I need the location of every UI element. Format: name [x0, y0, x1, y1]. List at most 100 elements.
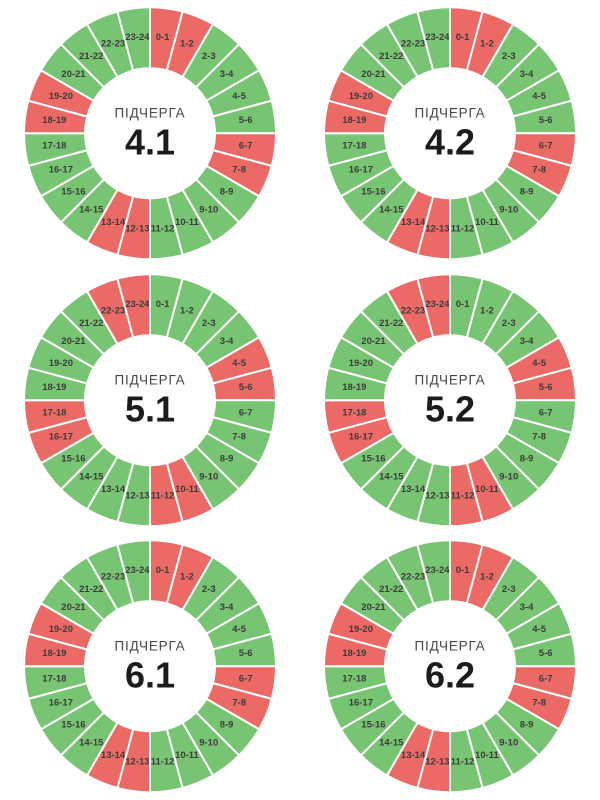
hour-label-11-12: 11-12 [451, 223, 475, 234]
donut-ring-5-1: 0-1 1-2 2-3 3-4 4-5 5-6 6-7 7-8 8-99-1010-1111-1… [23, 272, 277, 527]
hour-label-3-4: 3-4 [520, 336, 534, 347]
hour-label-12-13: 12-13 [425, 223, 449, 234]
hour-label-19-20: 19-20 [349, 91, 373, 102]
hour-label-22-23: 22-23 [401, 39, 425, 50]
hour-label-4-5: 4-5 [232, 624, 246, 635]
hour-label-5-6: 5-6 [239, 382, 253, 393]
hour-label-18-19: 18-19 [42, 649, 66, 660]
hour-label-16-17: 16-17 [49, 165, 73, 176]
hour-label-9-10: 9-10 [199, 471, 218, 482]
hour-label-15-16: 15-16 [61, 187, 85, 198]
hour-segment-23-24 [116, 6, 151, 72]
hour-label-10-11: 10-11 [175, 750, 199, 761]
hour-label-10-11: 10-11 [475, 484, 499, 495]
hour-label-0-1: 0-1 [156, 32, 170, 43]
hour-label-14-15: 14-15 [79, 204, 104, 215]
hour-segment-23-24 [116, 272, 151, 339]
hour-label-17-18: 17-18 [42, 140, 66, 151]
hour-label-1-2: 1-2 [180, 305, 194, 316]
hour-label-12-13: 12-13 [125, 223, 149, 234]
hour-label-23-24: 23-24 [425, 299, 450, 310]
donut-chart-4-2: 0-1 1-2 2-3 3-4 4-5 5-6 6-7 7-8 8-9 9-10 10-11 11-1… [300, 0, 600, 267]
hour-label-19-20: 19-20 [49, 91, 73, 102]
hour-label-13-14: 13-14 [101, 484, 126, 495]
hour-label-21-22: 21-22 [79, 318, 103, 329]
hour-label-0-1: 0-1 [456, 566, 470, 577]
hour-label-21-22: 21-22 [79, 585, 103, 596]
hour-label-16-17: 16-17 [349, 698, 373, 709]
hour-label-12-13: 12-13 [125, 490, 149, 501]
hour-label-18-19: 18-19 [42, 382, 66, 393]
hour-label-4-5: 4-5 [532, 624, 546, 635]
hour-label-0-1: 0-1 [456, 32, 470, 43]
hour-label-13-14: 13-14 [401, 750, 426, 761]
hour-label-18-19: 18-19 [342, 649, 366, 660]
hour-label-22-23: 22-23 [401, 305, 425, 316]
hour-label-22-23: 22-23 [101, 39, 125, 50]
hour-label-23-24: 23-24 [125, 299, 150, 310]
hour-label-5-6: 5-6 [539, 649, 553, 660]
hour-label-3-4: 3-4 [220, 69, 234, 80]
hour-label-10-11: 10-11 [475, 750, 499, 761]
donut-ring-6-1: 0-1 1-2 2-3 3-4 4-5 5-6 6-7 7-8 8-99-1010-1111-1… [23, 539, 277, 794]
hour-label-14-15: 14-15 [379, 471, 404, 482]
hour-label-7-8: 7-8 [532, 698, 546, 709]
hour-label-12-13: 12-13 [425, 490, 449, 501]
hour-label-15-16: 15-16 [361, 187, 385, 198]
hour-label-5-6: 5-6 [239, 115, 253, 126]
hour-label-15-16: 15-16 [361, 453, 385, 464]
hour-label-2-3: 2-3 [202, 318, 216, 329]
hour-label-8-9: 8-9 [220, 187, 234, 198]
hour-label-17-18: 17-18 [42, 674, 66, 685]
donut-ring-4-2: 0-1 1-2 2-3 3-4 4-5 5-6 6-7 7-8 8-99-1010-1111-1… [323, 6, 577, 261]
hour-label-1-2: 1-2 [480, 305, 494, 316]
hour-segment-23-24 [416, 6, 451, 72]
hour-label-5-6: 5-6 [239, 649, 253, 660]
hour-label-16-17: 16-17 [49, 431, 73, 442]
hour-label-17-18: 17-18 [342, 407, 366, 418]
hour-label-3-4: 3-4 [220, 336, 234, 347]
hour-label-13-14: 13-14 [101, 750, 126, 761]
hour-label-8-9: 8-9 [520, 187, 534, 198]
hour-label-1-2: 1-2 [480, 572, 494, 583]
hour-label-12-13: 12-13 [125, 757, 149, 768]
hour-label-11-12: 11-12 [151, 757, 175, 768]
hour-label-2-3: 2-3 [502, 51, 516, 62]
hour-label-20-21: 20-21 [361, 602, 386, 613]
hour-label-19-20: 19-20 [349, 358, 373, 369]
hour-label-17-18: 17-18 [342, 674, 366, 685]
hour-label-18-19: 18-19 [42, 115, 66, 126]
hour-label-12-13: 12-13 [425, 757, 449, 768]
hour-label-4-5: 4-5 [532, 91, 546, 102]
hour-label-13-14: 13-14 [401, 217, 426, 228]
hour-label-14-15: 14-15 [379, 204, 404, 215]
hour-label-9-10: 9-10 [199, 204, 218, 215]
hour-label-23-24: 23-24 [425, 32, 450, 43]
hour-label-19-20: 19-20 [49, 624, 73, 635]
donut-chart-4-1: 0-1 1-2 2-3 3-4 4-5 5-6 6-7 7-8 8-9 9-10 10-11 11-1… [0, 0, 300, 267]
hour-label-1-2: 1-2 [480, 39, 494, 50]
hour-label-2-3: 2-3 [502, 585, 516, 596]
hour-label-16-17: 16-17 [349, 165, 373, 176]
donut-ring-6-2: 0-1 1-2 2-3 3-4 4-5 5-6 6-7 7-8 8-99-1010-1111-1… [323, 539, 577, 794]
hour-label-2-3: 2-3 [202, 51, 216, 62]
hour-label-18-19: 18-19 [342, 115, 366, 126]
hour-label-3-4: 3-4 [220, 602, 234, 613]
hour-label-8-9: 8-9 [220, 720, 234, 731]
hour-label-4-5: 4-5 [232, 91, 246, 102]
hour-label-20-21: 20-21 [61, 602, 86, 613]
hour-label-8-9: 8-9 [520, 720, 534, 731]
hour-label-15-16: 15-16 [61, 720, 85, 731]
hour-label-10-11: 10-11 [475, 217, 499, 228]
hour-label-10-11: 10-11 [175, 217, 199, 228]
hour-label-5-6: 5-6 [539, 382, 553, 393]
donut-chart-5-2: 0-1 1-2 2-3 3-4 4-5 5-6 6-7 7-8 8-9 9-10 10-11 11-1… [300, 267, 600, 534]
hour-label-14-15: 14-15 [379, 738, 404, 749]
hour-label-13-14: 13-14 [101, 217, 126, 228]
hour-label-10-11: 10-11 [175, 484, 199, 495]
donut-chart-6-2: 0-1 1-2 2-3 3-4 4-5 5-6 6-7 7-8 8-9 9-10 10-11 11-1… [300, 533, 600, 800]
hour-label-13-14: 13-14 [401, 484, 426, 495]
hour-label-21-22: 21-22 [379, 51, 403, 62]
